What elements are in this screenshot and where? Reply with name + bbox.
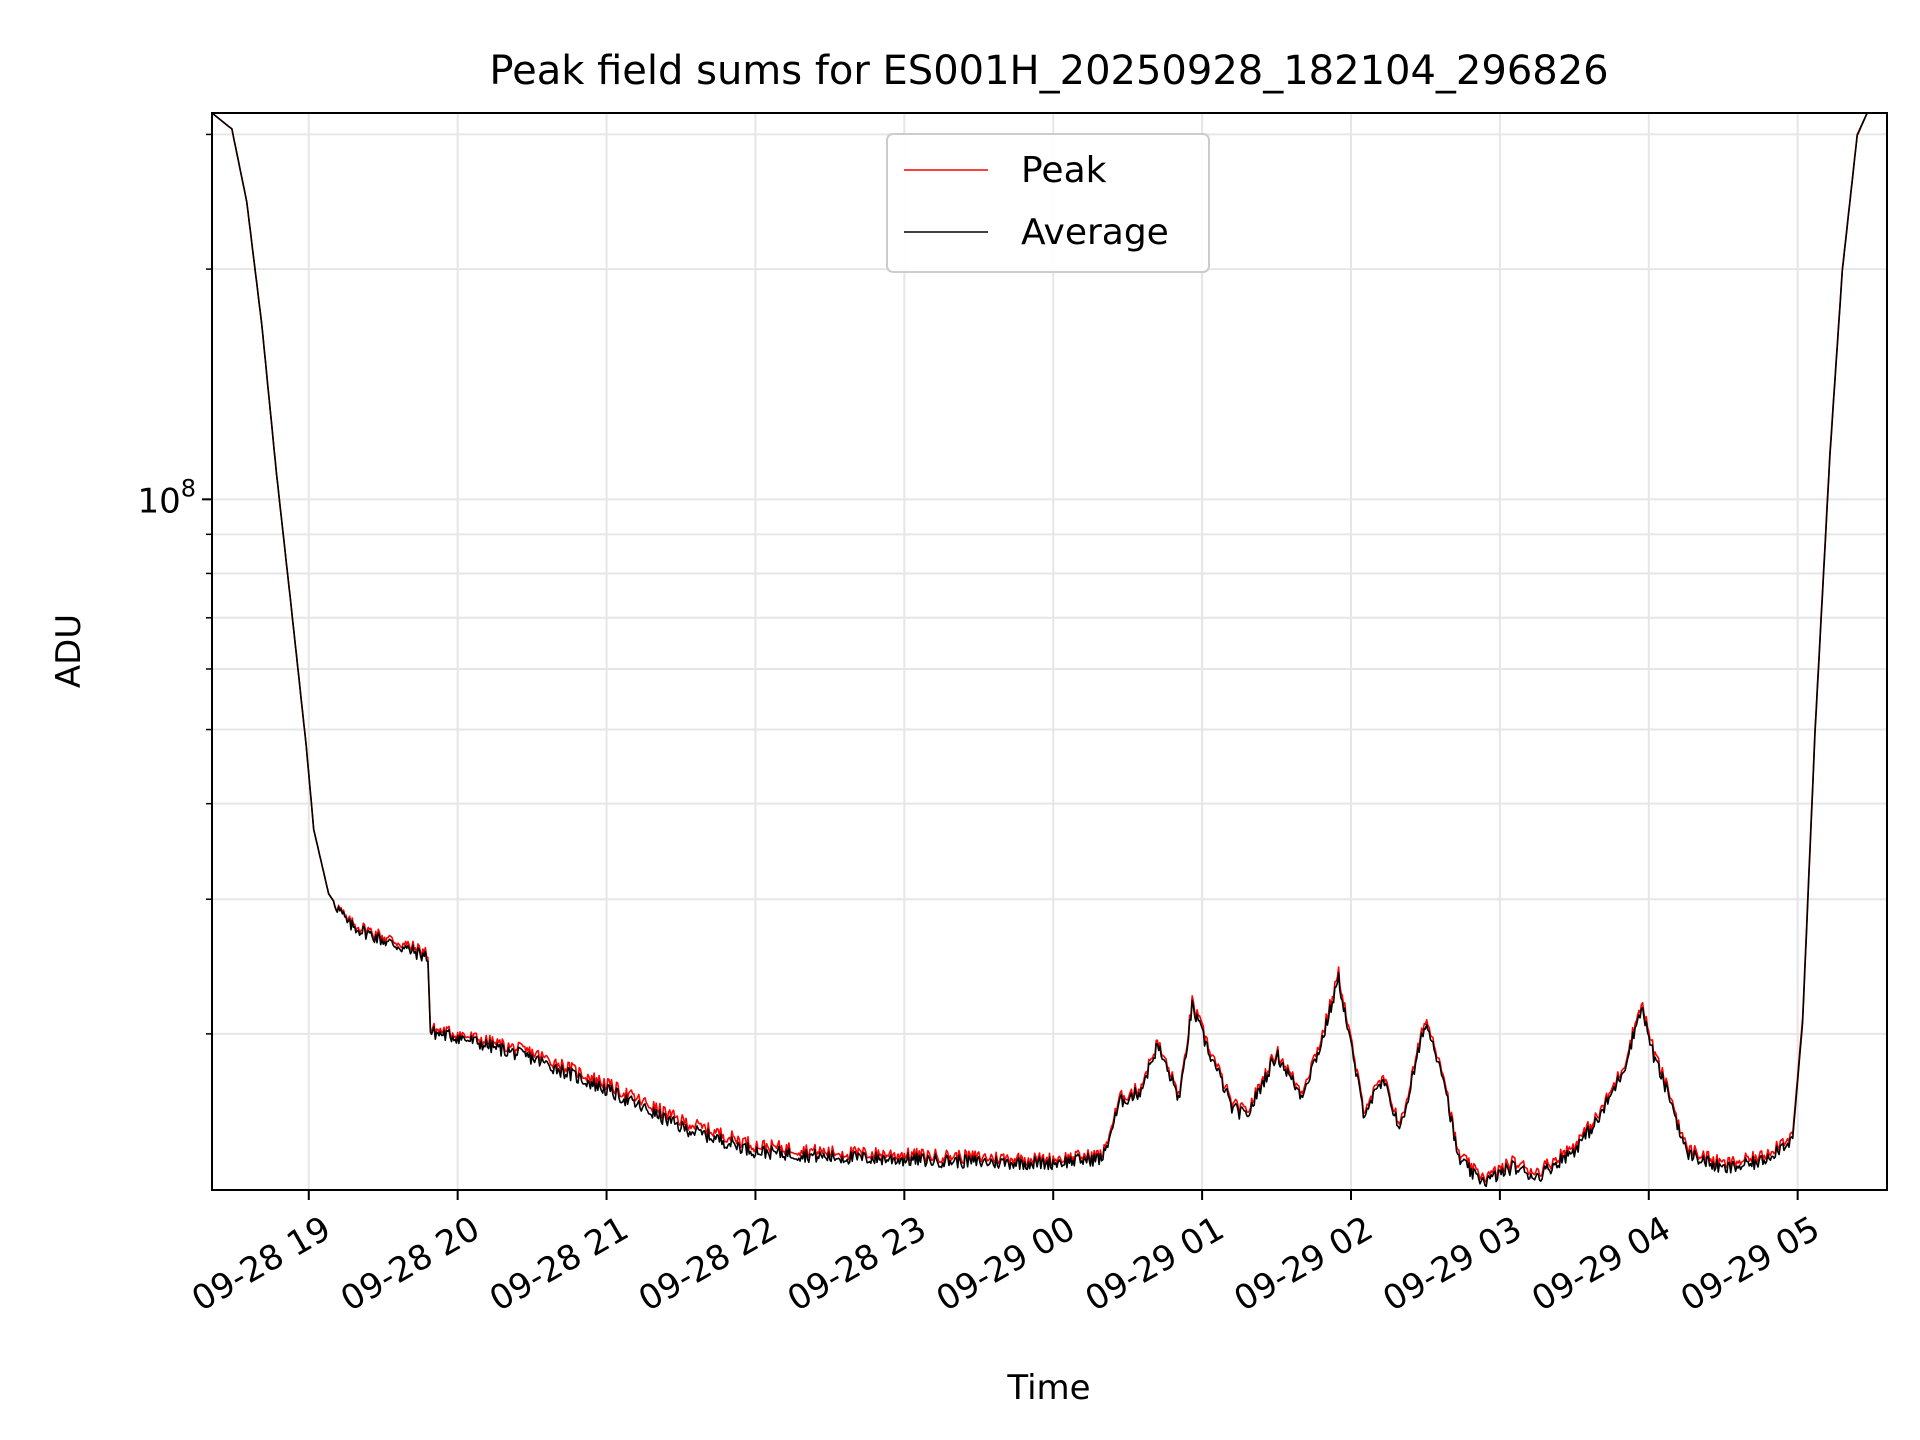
series-line-average	[211, 112, 1868, 1188]
x-axis-label: Time	[1006, 1368, 1090, 1408]
legend: Peak Average	[886, 133, 1210, 273]
y-axis-label: ADU	[49, 614, 89, 688]
legend-label-average: Average	[1021, 212, 1169, 253]
legend-label-peak: Peak	[1021, 150, 1107, 191]
legend-box	[886, 133, 1210, 273]
chart-title: Peak field sums for ES001H_20250928_1821…	[489, 48, 1608, 94]
series-layer	[211, 112, 1868, 1188]
y-tick-label: 108	[137, 474, 196, 521]
y-axis: 108	[137, 133, 212, 1035]
plot-frame	[211, 112, 1888, 1191]
series-line-peak	[211, 112, 1868, 1184]
